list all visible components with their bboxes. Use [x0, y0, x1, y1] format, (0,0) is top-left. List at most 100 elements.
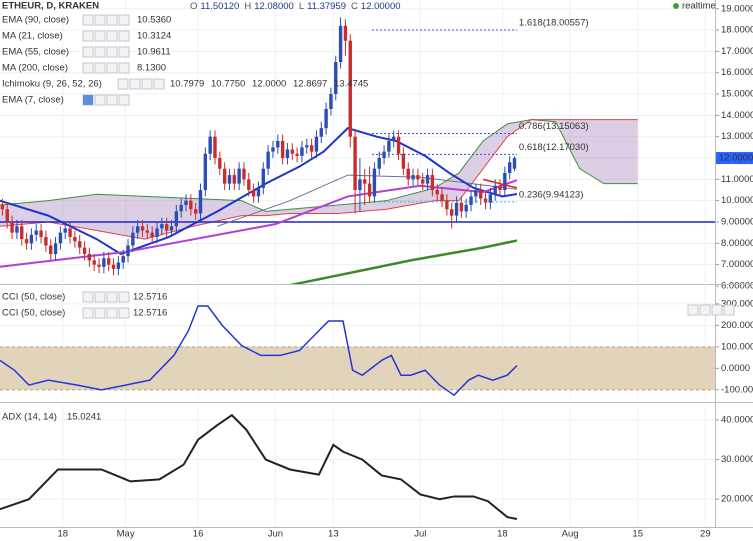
- candle-body: [280, 140, 285, 159]
- candle-body: [396, 136, 401, 154]
- candle-body: [440, 194, 444, 201]
- candle-body: [232, 175, 237, 184]
- candle-body: [242, 168, 246, 180]
- ohlc-value: 11.37959: [307, 1, 346, 12]
- y-tick-label: 18.00000: [721, 25, 753, 36]
- candle-body: [353, 136, 357, 191]
- legend-icon: [94, 46, 106, 58]
- candle-body: [329, 94, 333, 109]
- candle-body: [276, 140, 280, 148]
- candle-body: [227, 175, 232, 184]
- legend-icon: [118, 62, 130, 74]
- candle-body: [106, 258, 111, 265]
- candle-body: [338, 25, 343, 63]
- candle-body: [261, 168, 265, 188]
- candle-body: [97, 264, 101, 267]
- symbol: ETHEUR, D, KRAKEN: [2, 1, 99, 12]
- legend-icon: [699, 304, 711, 316]
- price-tag-label: 12.00000: [719, 153, 753, 164]
- y-tick-label: 14.00000: [721, 110, 753, 121]
- candle-body: [314, 136, 319, 152]
- candle-body: [198, 190, 203, 214]
- candle-body: [218, 158, 222, 169]
- y-tick-label: 13.00000: [721, 131, 753, 142]
- legend-name: EMA (7, close): [2, 95, 64, 106]
- candle-body: [44, 236, 48, 246]
- candle-body: [406, 168, 410, 180]
- candle-body: [24, 239, 29, 244]
- candle-body: [68, 228, 72, 237]
- x-tick-label: 16: [193, 529, 204, 540]
- legend-icon: [82, 46, 94, 58]
- x-tick-label: 29: [700, 529, 711, 540]
- candle-body: [58, 232, 63, 244]
- candle-body: [15, 226, 19, 233]
- y-tick-label: 100.0000: [721, 341, 753, 352]
- candle-body: [121, 256, 125, 263]
- legend-icon: [82, 14, 94, 26]
- candle-body: [116, 262, 121, 269]
- candle-body: [169, 226, 174, 231]
- cloud-fill: [0, 119, 638, 240]
- band: [0, 346, 715, 390]
- x-tick-label: 13: [328, 529, 339, 540]
- legend-icon: [118, 94, 130, 106]
- candle-body: [358, 179, 362, 191]
- legend-icon: [141, 78, 153, 90]
- candle-body: [372, 168, 377, 197]
- legend-icon: [106, 291, 118, 303]
- y-tick-label: 11.00000: [721, 174, 753, 185]
- y-tick-label: 20.0000: [721, 494, 753, 505]
- y-tick-label: 19.00000: [721, 3, 753, 14]
- y-tick-label: 7.00000: [721, 259, 753, 270]
- y-tick-label: 8.00000: [721, 238, 753, 249]
- y-tick-label: 300.0000: [721, 298, 753, 309]
- candle-body: [0, 204, 5, 210]
- legend-icon: [106, 30, 118, 42]
- panel: [0, 286, 715, 398]
- legend-icon: [106, 62, 118, 74]
- candle-body: [78, 241, 82, 248]
- y-tick-label: 16.00000: [721, 67, 753, 78]
- candle-body: [266, 151, 270, 169]
- ohlc: O 11.50120 H 12.08000 L 11.37959 C 12.00000: [190, 1, 401, 12]
- legend-name: MA (21, close): [2, 31, 63, 42]
- legend-icon: [118, 14, 130, 26]
- candle-body: [63, 228, 67, 233]
- candle-body: [377, 158, 381, 169]
- candle-body: [503, 172, 507, 191]
- candle-body: [348, 40, 352, 137]
- ohlc-value: 11.50120: [200, 1, 239, 12]
- candle-body: [425, 175, 430, 184]
- legend-icon: [82, 62, 94, 74]
- candle-body: [53, 243, 58, 254]
- candle-body: [334, 62, 338, 95]
- candle-body: [222, 168, 227, 184]
- price-tag: [716, 152, 753, 165]
- candle-body: [155, 228, 159, 237]
- candle-body: [367, 183, 372, 197]
- candle-body: [87, 253, 92, 261]
- candle-body: [208, 136, 212, 154]
- legend-value: 8.1300: [137, 63, 166, 74]
- candle-body: [300, 147, 304, 156]
- candle-body: [469, 196, 473, 205]
- candle-body: [92, 260, 96, 265]
- candle-body: [416, 175, 420, 180]
- candle-body: [454, 202, 459, 216]
- candle-body: [164, 224, 169, 231]
- legend-icon: [94, 30, 106, 42]
- candle-body: [401, 153, 406, 169]
- legend-name: MA (200, close): [2, 63, 68, 74]
- x-tick-label: 18: [58, 529, 69, 540]
- indicator-line: [0, 413, 518, 520]
- legend-value: 10.7750: [211, 79, 245, 90]
- indicator-line: [217, 174, 517, 227]
- candle-body: [493, 185, 497, 195]
- candle-body: [295, 153, 299, 156]
- candle-body: [387, 140, 391, 152]
- legend-value: 10.7979: [170, 79, 204, 90]
- candle-body: [251, 190, 256, 197]
- candle-body: [488, 194, 493, 203]
